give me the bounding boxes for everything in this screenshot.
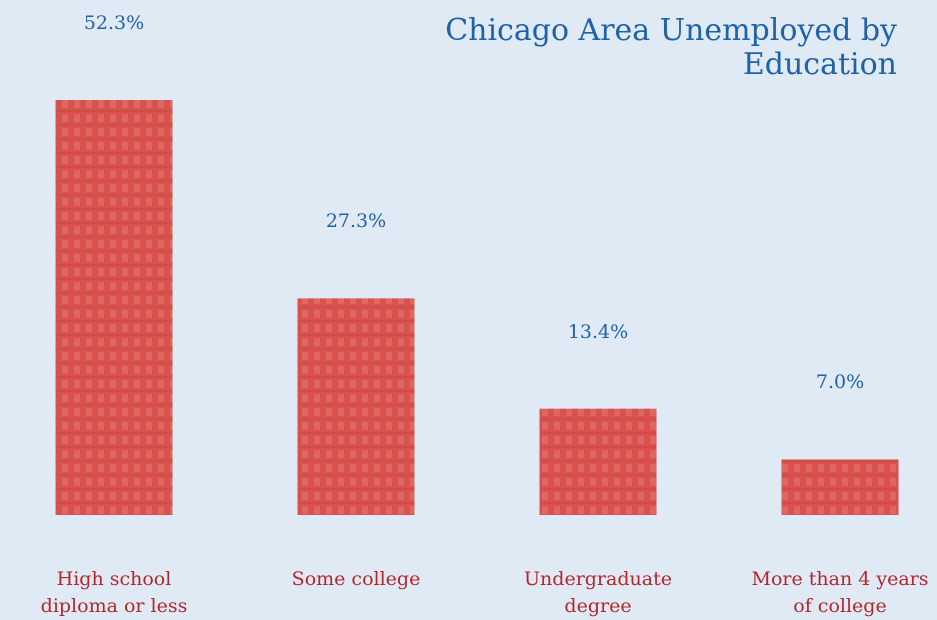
value-label: 27.3% (276, 210, 436, 232)
chart (0, 0, 937, 620)
value-label: 13.4% (518, 321, 678, 343)
page: {"chart_data": {"type": "bar", "title": … (0, 0, 937, 620)
bar-texture (56, 100, 173, 515)
bar-texture (540, 409, 657, 515)
bar-texture (782, 459, 899, 515)
chart-title: Chicago Area Unemployed by Education (437, 14, 897, 82)
value-label: 7.0% (760, 371, 920, 393)
x-tick-label: More than 4 years of college (745, 566, 935, 620)
x-tick-label: Undergraduate degree (503, 566, 693, 620)
x-tick-label: Some college (261, 566, 451, 593)
bar-texture (298, 298, 415, 515)
x-tick-label: High school diploma or less (19, 566, 209, 620)
value-label: 52.3% (34, 12, 194, 34)
